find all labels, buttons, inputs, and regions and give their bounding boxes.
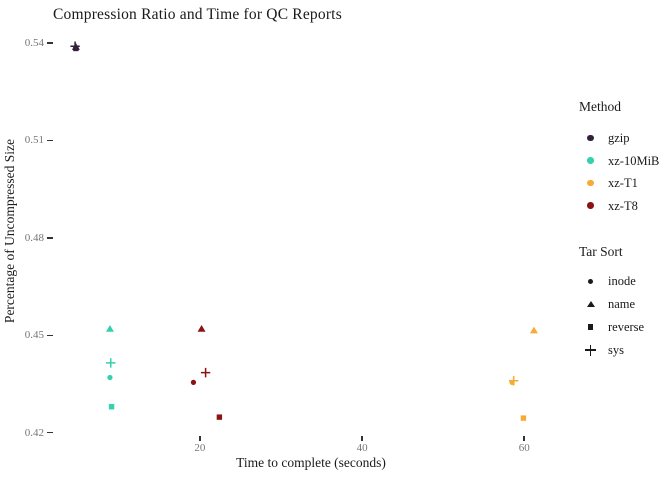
legend-tar-sort-title: Tar Sort (579, 244, 623, 259)
y-tick-label-1: 0.51 (24, 134, 44, 147)
legend-item-xz-t8: xz-T8 (579, 198, 671, 214)
x-tick-label-0: 20 (194, 442, 206, 454)
x-tick-mark (523, 436, 525, 441)
legend-key (583, 130, 598, 146)
y-tick-label-4: 0.42 (24, 426, 44, 439)
reverse-square-marker-icon (587, 324, 594, 330)
legend-key (583, 319, 598, 335)
plot-area (54, 28, 568, 435)
xz-10mib-color-swatch-icon (587, 157, 594, 164)
legend-item-label: gzip (608, 131, 630, 145)
name-triangle-marker-icon (586, 301, 595, 307)
xz-t1-color-swatch-icon (587, 179, 594, 187)
x-tick-mark (199, 436, 201, 441)
y-tick-mark (47, 42, 53, 44)
legend-item-sys: sys (579, 342, 671, 358)
legend-item-name: name (579, 296, 671, 312)
legend-key (583, 175, 598, 191)
legend-key (583, 198, 598, 214)
legend-item-inode: inode (579, 273, 671, 289)
legend-item-label: reverse (608, 320, 645, 334)
y-tick-mark (47, 334, 53, 337)
y-tick-mark (47, 431, 53, 434)
legend-key (583, 296, 598, 312)
sys-plus-marker-icon (585, 344, 596, 356)
legend-item-label: name (608, 297, 636, 311)
inode-circle-marker-icon (588, 278, 593, 284)
x-tick-label-1: 40 (356, 442, 368, 454)
y-tick-label-3: 0.45 (24, 329, 44, 342)
x-axis-title: Time to complete (seconds) (236, 455, 386, 470)
x-tick-label-2: 60 (518, 442, 530, 454)
legend-item-xz-t1: xz-T1 (579, 175, 671, 191)
gzip-color-swatch-icon (587, 134, 594, 142)
legend-item-label: xz-T1 (608, 176, 638, 190)
legend-item-gzip: gzip (579, 130, 671, 146)
legend-key (583, 153, 598, 169)
legend-key (583, 273, 598, 289)
y-tick-mark (47, 139, 53, 142)
legend-item-label: inode (608, 274, 636, 288)
chart-title: Compression Ratio and Time for QC Report… (53, 6, 342, 23)
x-tick-mark (361, 436, 363, 441)
legend: Method gzip xz-10MiB xz-T1 xz-T8 Tar Sor… (579, 0, 671, 480)
y-tick-label-2: 0.48 (24, 231, 44, 244)
legend-method-title: Method (579, 99, 621, 114)
y-tick-label-0: 0.54 (24, 36, 44, 49)
legend-item-xz-10mib: xz-10MiB (579, 153, 671, 169)
legend-item-label: xz-10MiB (608, 153, 660, 168)
xz-t8-color-swatch-icon (587, 202, 594, 209)
legend-item-label: xz-T8 (608, 198, 638, 213)
legend-item-reverse: reverse (579, 319, 671, 335)
y-tick-mark (47, 237, 53, 239)
legend-key (583, 342, 598, 358)
legend-item-label: sys (608, 343, 624, 357)
